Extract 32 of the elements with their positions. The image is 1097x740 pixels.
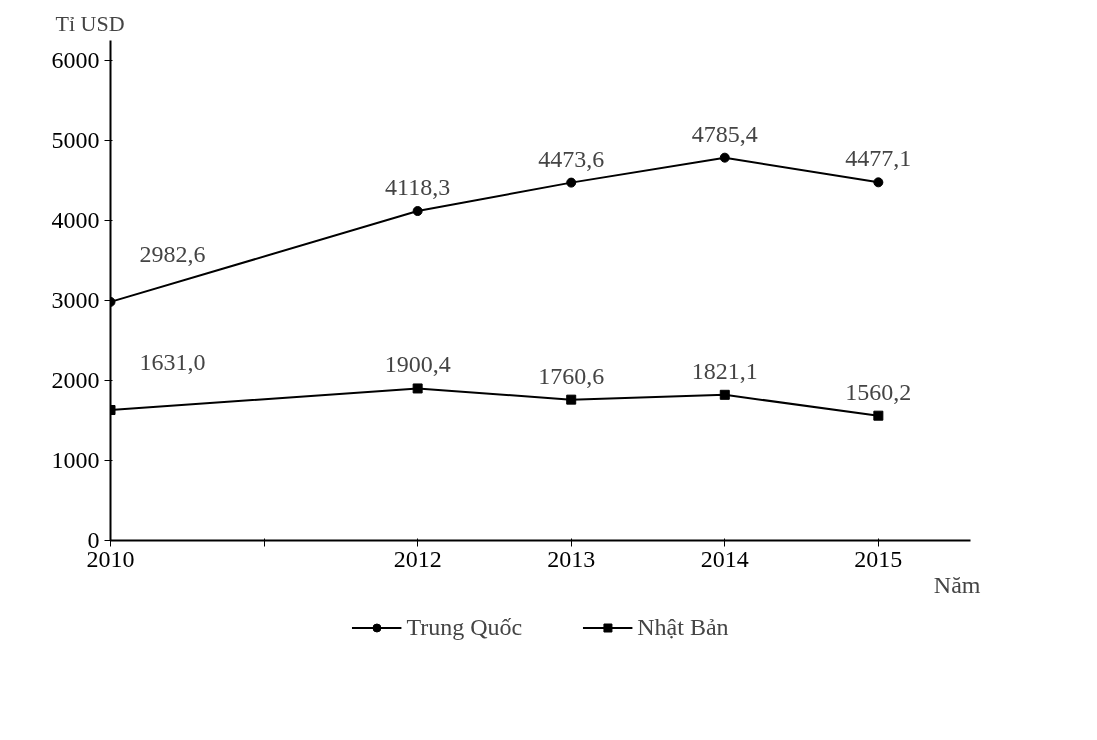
data-label: 2982,6 (139, 240, 206, 267)
y-tick-label: 4000 (51, 207, 100, 233)
data-label: 4118,3 (385, 174, 451, 201)
x-tick-label: 2015 (854, 545, 903, 572)
x-tick-label: 2013 (547, 545, 596, 572)
point (412, 383, 423, 394)
y-tick-label: 1000 (51, 447, 100, 473)
y-tick-label: 6000 (51, 47, 100, 73)
data-label: 1900,4 (384, 351, 451, 378)
data-label: 4785,4 (691, 120, 758, 147)
legend-label: Trung Quốc (406, 613, 523, 641)
point (412, 206, 423, 217)
point (566, 177, 577, 188)
point (873, 177, 884, 188)
y-tick-label: 5000 (51, 127, 100, 153)
point (566, 394, 577, 405)
data-label: 1560,2 (845, 378, 912, 405)
point (719, 152, 730, 163)
x-tick-label: 2014 (700, 545, 749, 572)
data-label: 1760,6 (538, 362, 605, 389)
y-axis-title: Tỉ USD (55, 10, 125, 36)
data-label: 4473,6 (538, 145, 605, 172)
data-label: 1821,1 (691, 357, 758, 384)
data-label: 1631,0 (139, 349, 206, 376)
x-axis-title: Năm (933, 571, 981, 598)
y-tick-label: 2000 (51, 367, 100, 393)
legend-label: Nhật Bản (637, 613, 729, 641)
x-tick-label: 2012 (393, 545, 442, 572)
point (873, 410, 884, 421)
y-tick-label: 3000 (51, 287, 100, 313)
point (719, 389, 730, 400)
data-label: 4477,1 (845, 145, 912, 172)
